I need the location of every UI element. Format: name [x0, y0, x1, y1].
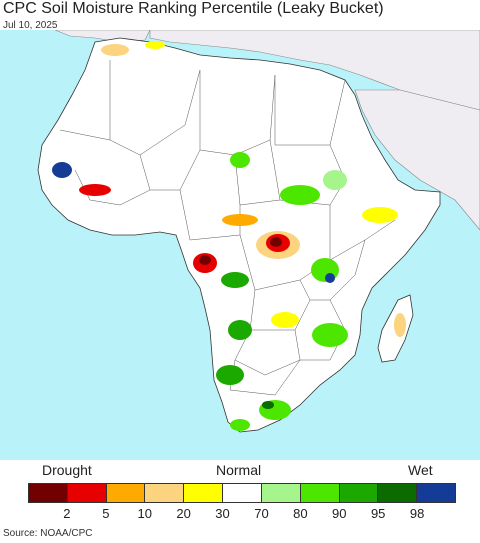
wet-patch-congo [221, 272, 249, 288]
legend-swatch [339, 484, 379, 502]
legend-swatch [417, 484, 455, 502]
legend-swatch [184, 484, 224, 502]
wet-patch-sudan [280, 185, 320, 205]
legend-drought-label: Drought [42, 462, 92, 478]
wet-patch-chad [230, 152, 250, 168]
country-borders [59, 60, 396, 396]
africa-soil-moisture-map [0, 30, 480, 460]
abnormal-dry-ethiopia [362, 207, 398, 223]
wet-patch-senegal [52, 162, 72, 178]
moderate-dry-patch-sahel [222, 214, 258, 226]
legend-swatch [300, 484, 340, 502]
legend-color-bar [28, 483, 456, 503]
legend-swatch [145, 484, 185, 502]
legend-tick-label: 98 [409, 506, 425, 521]
source-credit: Source: NOAA/CPC [3, 528, 93, 539]
legend-tick-label: 90 [332, 506, 347, 521]
legend-tick-label: 10 [137, 506, 152, 521]
anomaly-patches [52, 41, 406, 431]
legend-header: Drought Normal Wet [0, 462, 480, 480]
extreme-dry-patch-gabon [199, 255, 211, 265]
legend-ticks: 2 5 10 20 30 70 80 90 95 98 [0, 506, 480, 522]
very-wet-patch-east-africa [325, 273, 335, 283]
legend-tick-label: 5 [102, 506, 110, 521]
map-title: CPC Soil Moisture Ranking Percentile (Le… [3, 0, 384, 17]
legend-swatch [29, 484, 68, 502]
legend-normal-label: Normal [216, 462, 262, 478]
arabia-landmass [354, 89, 480, 231]
legend-tick-label: 80 [293, 506, 308, 521]
map-date: Jul 10, 2025 [3, 20, 58, 31]
legend-tick-label: 2 [63, 506, 71, 521]
dry-patch-zambia [271, 312, 299, 328]
extreme-dry-patch-central-africa [270, 237, 282, 247]
legend-swatch [378, 484, 418, 502]
legend-swatch [223, 484, 262, 502]
wet-patch-angola [228, 320, 252, 340]
legend-tick-label: 30 [215, 506, 230, 521]
dry-patch-morocco [101, 44, 129, 56]
very-wet-patch-south-africa [262, 401, 274, 409]
wet-patch-zambia [216, 365, 244, 385]
wet-patch-south-africa-west [230, 419, 250, 431]
legend-swatch [261, 484, 301, 502]
legend-wet-label: Wet [408, 462, 433, 478]
legend-swatch [67, 484, 107, 502]
legend-swatch [106, 484, 146, 502]
wet-patch-mozambique [312, 323, 348, 347]
abnormal-dry-algeria [145, 41, 165, 49]
wet-patch-ethiopia [323, 170, 347, 190]
dry-patch-madagascar [394, 313, 406, 337]
legend-tick-label: 95 [370, 506, 386, 521]
dry-patch-west-africa [79, 184, 111, 196]
legend-tick-label: 70 [254, 506, 269, 521]
legend-tick-label: 20 [176, 506, 191, 521]
